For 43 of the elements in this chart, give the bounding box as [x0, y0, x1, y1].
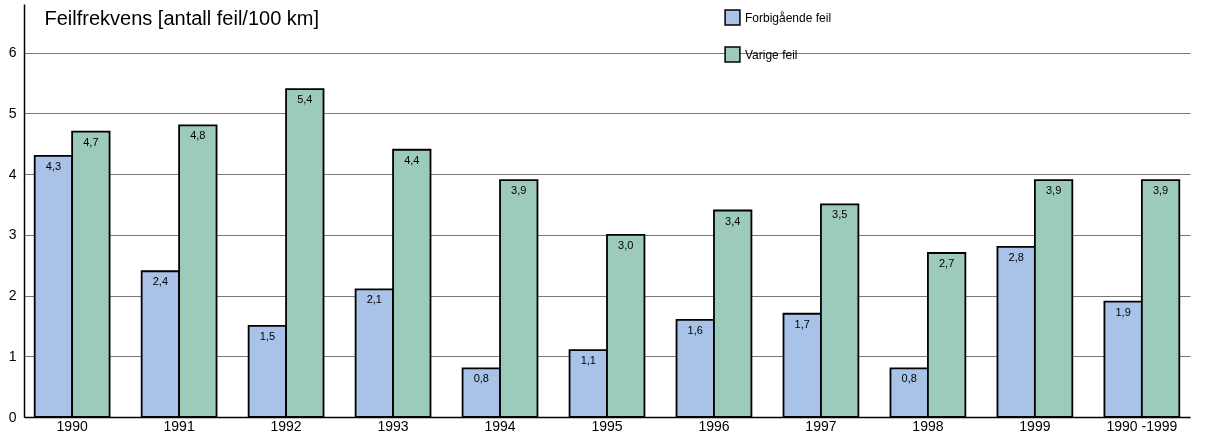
data-label: 2,8 — [1008, 250, 1024, 263]
y-tick-label: 3 — [8, 226, 17, 243]
y-tick-label: 5 — [8, 104, 17, 121]
y-tick-label: 6 — [8, 44, 17, 61]
data-label: 2,7 — [938, 257, 955, 270]
legend-label: Varige feil — [745, 47, 798, 62]
x-tick-label: 1996 — [698, 417, 730, 434]
data-label: 4,4 — [404, 153, 420, 166]
data-label: 3,5 — [832, 208, 848, 221]
data-label: 0,8 — [473, 372, 489, 385]
x-tick-label: 1990 — [56, 417, 88, 434]
data-label: 4,7 — [83, 135, 99, 148]
data-label: 1,1 — [580, 354, 596, 367]
x-tick-label: 1994 — [484, 417, 516, 434]
data-label: 3,9 — [1152, 184, 1169, 197]
x-tick-label: 1990 -1999 — [1106, 417, 1178, 434]
x-tick-label: 1997 — [805, 417, 837, 434]
x-tick-label: 1992 — [270, 417, 302, 434]
data-label: 5,4 — [297, 93, 313, 106]
data-label: 4,3 — [45, 159, 62, 172]
data-label: 1,7 — [794, 317, 810, 330]
x-tick-label: 1991 — [163, 417, 195, 434]
y-tick-label: 1 — [8, 347, 17, 364]
data-label: 2,1 — [366, 293, 382, 306]
data-label: 1,6 — [687, 323, 703, 336]
y-axis-title: Feilfrekvens [antall feil/100 km] — [44, 6, 320, 29]
data-label: 1,9 — [1115, 305, 1131, 318]
y-tick-label: 2 — [8, 287, 17, 304]
x-tick-label: 1993 — [377, 417, 409, 434]
data-label: 3,9 — [1045, 184, 1062, 197]
data-label: 3,9 — [511, 184, 527, 197]
data-label: 1,5 — [259, 329, 276, 342]
legend-label: Forbigående feil — [745, 10, 832, 25]
data-label: 3,4 — [725, 214, 741, 227]
data-label: 3,0 — [618, 238, 634, 251]
x-tick-label: 1995 — [591, 417, 623, 434]
y-tick-label: 4 — [8, 165, 17, 182]
data-label: 0,8 — [901, 372, 917, 385]
y-tick-label: 0 — [8, 408, 17, 425]
data-label: 4,8 — [190, 129, 206, 142]
x-tick-label: 1998 — [912, 417, 944, 434]
x-tick-label: 1999 — [1019, 417, 1051, 434]
data-label: 2,4 — [152, 275, 169, 288]
